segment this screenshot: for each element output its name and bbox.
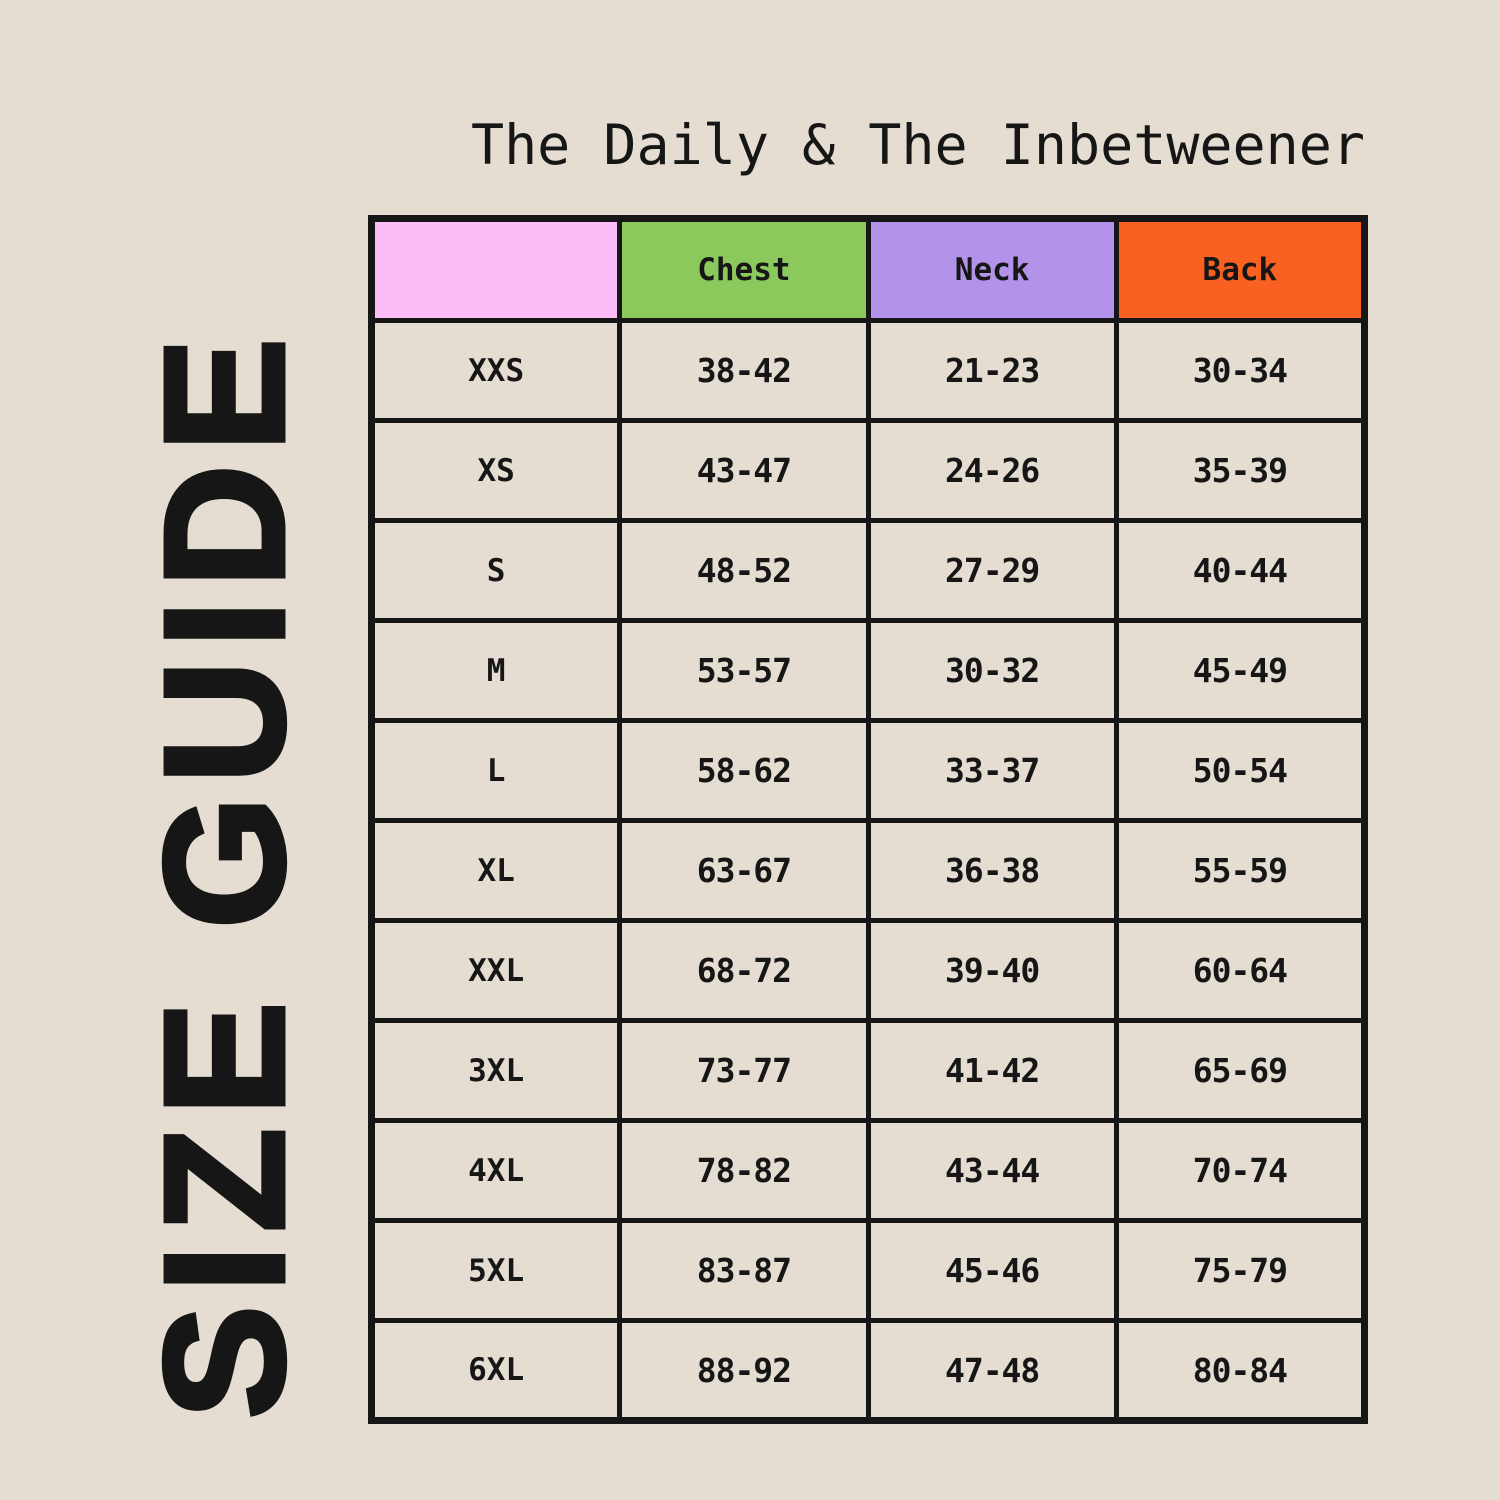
table-row: 4XL 78-82 43-44 70-74 [368,1118,1368,1223]
chest-cell: 88-92 [617,1318,871,1423]
size-cell: 5XL [368,1218,623,1323]
chest-cell: 43-47 [617,418,871,523]
chest-cell: 78-82 [617,1118,871,1223]
neck-cell: 36-38 [865,818,1119,923]
table-row: XXS 38-42 21-23 30-34 [368,318,1368,423]
table-row: 6XL 88-92 47-48 80-84 [368,1318,1368,1423]
neck-cell: 27-29 [865,518,1119,623]
size-table: Chest Neck Back XXS 38-42 21-23 30-34 XS… [368,215,1368,1424]
table-row: S 48-52 27-29 40-44 [368,518,1368,623]
neck-cell: 21-23 [865,318,1119,423]
neck-cell: 33-37 [865,718,1119,823]
size-cell: XL [368,818,623,923]
size-cell: 4XL [368,1118,623,1223]
back-cell: 45-49 [1113,618,1368,723]
neck-cell: 30-32 [865,618,1119,723]
chest-cell: 58-62 [617,718,871,823]
size-cell: 6XL [368,1318,623,1423]
page-title: The Daily & The Inbetweener [470,113,1365,177]
size-cell: XXL [368,918,623,1023]
side-label: SIZE GUIDE [128,323,323,1421]
header-cell-size [368,216,623,323]
table-row: XS 43-47 24-26 35-39 [368,418,1368,523]
back-cell: 40-44 [1113,518,1368,623]
header-cell-neck: Neck [865,216,1119,323]
back-cell: 60-64 [1113,918,1368,1023]
chest-cell: 68-72 [617,918,871,1023]
back-cell: 55-59 [1113,818,1368,923]
chest-cell: 38-42 [617,318,871,423]
table-row: XXL 68-72 39-40 60-64 [368,918,1368,1023]
size-cell: XS [368,418,623,523]
neck-cell: 45-46 [865,1218,1119,1323]
header-cell-back: Back [1113,216,1368,323]
chest-cell: 73-77 [617,1018,871,1123]
table-row: L 58-62 33-37 50-54 [368,718,1368,823]
table-row: 5XL 83-87 45-46 75-79 [368,1218,1368,1323]
header-cell-chest: Chest [617,216,871,323]
size-cell: S [368,518,623,623]
table-row: XL 63-67 36-38 55-59 [368,818,1368,923]
back-cell: 50-54 [1113,718,1368,823]
size-cell: 3XL [368,1018,623,1123]
back-cell: 75-79 [1113,1218,1368,1323]
back-cell: 35-39 [1113,418,1368,523]
size-cell: M [368,618,623,723]
neck-cell: 41-42 [865,1018,1119,1123]
neck-cell: 47-48 [865,1318,1119,1423]
back-cell: 30-34 [1113,318,1368,423]
chest-cell: 53-57 [617,618,871,723]
back-cell: 70-74 [1113,1118,1368,1223]
neck-cell: 24-26 [865,418,1119,523]
table-row: M 53-57 30-32 45-49 [368,618,1368,723]
neck-cell: 39-40 [865,918,1119,1023]
back-cell: 80-84 [1113,1318,1368,1423]
header-row: Chest Neck Back [368,216,1368,323]
chest-cell: 83-87 [617,1218,871,1323]
size-cell: L [368,718,623,823]
chest-cell: 63-67 [617,818,871,923]
back-cell: 65-69 [1113,1018,1368,1123]
size-cell: XXS [368,318,623,423]
chest-cell: 48-52 [617,518,871,623]
neck-cell: 43-44 [865,1118,1119,1223]
table-row: 3XL 73-77 41-42 65-69 [368,1018,1368,1123]
